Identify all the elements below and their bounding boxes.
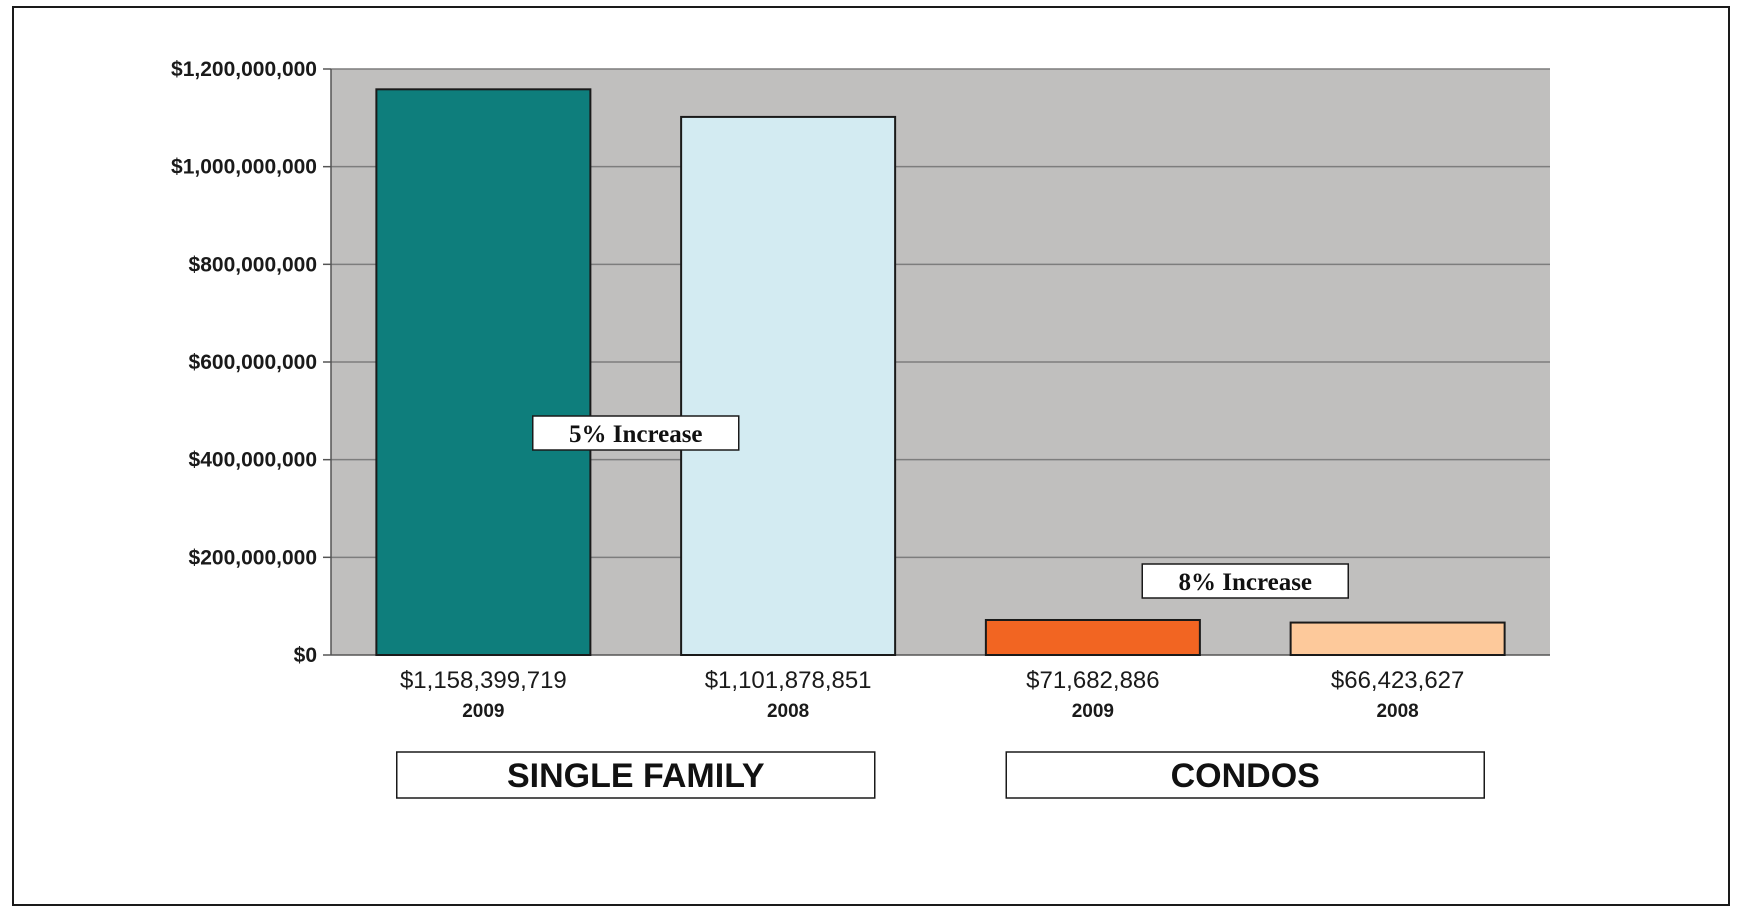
chart-frame: $0 $200,000,000 $400,000,000 $600,000,000 $8… (12, 6, 1730, 906)
bar (375, 88, 592, 656)
y-tick-label: $1,200,000,000 (171, 58, 317, 81)
bar (680, 115, 897, 656)
x-tick-label: 2009 (1072, 701, 1114, 722)
y-tick-label: $800,000,000 (189, 253, 317, 276)
bar (984, 618, 1201, 657)
bar-value-label: $66,423,627 (1331, 667, 1464, 694)
annotation-text: 8% Increase (1178, 569, 1312, 596)
bar-value-label: $1,158,399,719 (400, 667, 567, 694)
group-label: SINGLE FAMILY (507, 757, 765, 795)
y-tick-label: $200,000,000 (189, 546, 317, 569)
group-label: CONDOS (1171, 757, 1320, 795)
x-tick-label: 2009 (462, 701, 504, 722)
group-label-box (396, 751, 876, 799)
bar-value-label: $1,101,878,851 (705, 667, 872, 694)
annotation-text: 5% Increase (569, 421, 703, 448)
group-label-box (1005, 751, 1485, 799)
annotation-box (532, 415, 740, 451)
bar-value-label: $71,682,886 (1026, 667, 1159, 694)
y-tick-label: $0 (294, 644, 317, 667)
x-tick-label: 2008 (767, 701, 809, 722)
x-tick-label: 2008 (1376, 701, 1418, 722)
annotation-box (1141, 563, 1349, 599)
bar-chart: $0 $200,000,000 $400,000,000 $600,000,000 $8… (171, 58, 1550, 799)
y-tick-label: $1,000,000,000 (171, 156, 317, 179)
y-tick-label: $400,000,000 (189, 449, 317, 472)
bar (1289, 621, 1506, 656)
y-tick-label: $600,000,000 (189, 351, 317, 374)
